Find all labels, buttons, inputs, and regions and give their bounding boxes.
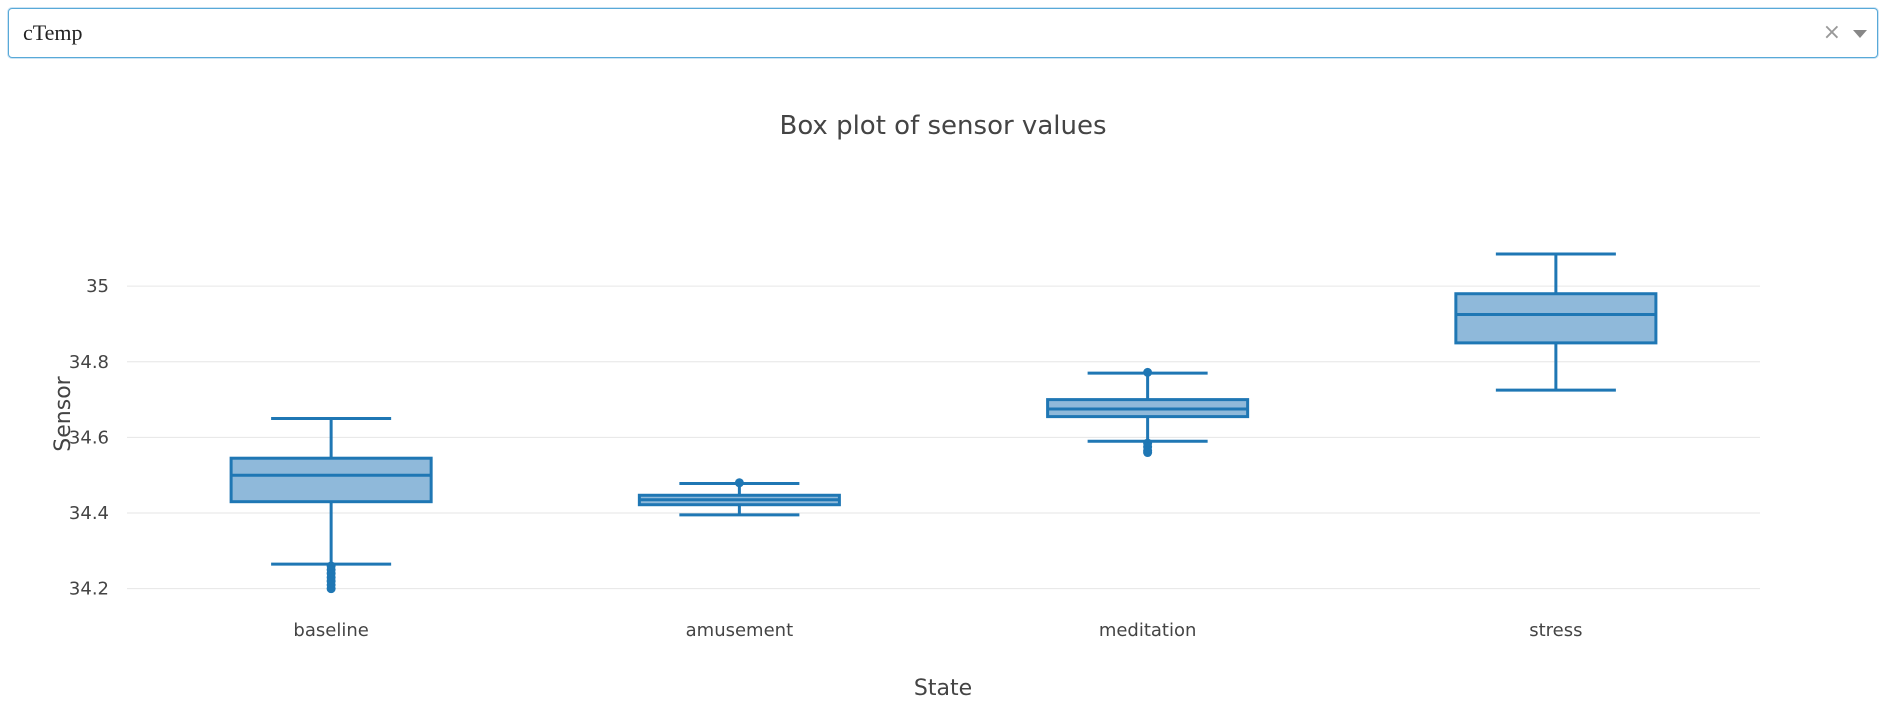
iqr-box: [1454, 292, 1658, 345]
iqr-box: [229, 456, 433, 504]
box-plot-chart: Box plot of sensor values 34.234.434.634…: [51, 111, 1760, 701]
chart-title: Box plot of sensor values: [779, 111, 1106, 141]
box-stress: [1454, 252, 1658, 392]
clear-icon[interactable]: ×: [1822, 20, 1841, 45]
sensor-dropdown[interactable]: cTemp ×: [8, 8, 1878, 58]
y-tick-label: 34.6: [69, 427, 109, 448]
outlier-point: [326, 584, 336, 594]
y-tick-label: 34.8: [69, 352, 109, 373]
outlier-point: [1143, 367, 1153, 377]
chevron-down-icon[interactable]: [1853, 30, 1867, 38]
x-tick-label: meditation: [1099, 620, 1197, 641]
y-tick-label: 35: [86, 276, 109, 297]
x-axis-ticks: baseline amusement meditation stress: [293, 620, 1582, 641]
outlier-point: [734, 478, 744, 488]
y-tick-label: 34.2: [69, 579, 109, 600]
dropdown-selected-value: cTemp: [23, 20, 83, 45]
box-baseline: [229, 417, 433, 594]
y-axis-label: Sensor: [51, 375, 76, 451]
y-axis-ticks: 34.2 34.4 34.6 34.8 35: [69, 276, 109, 599]
box-amusement: [637, 478, 841, 517]
outlier-point: [1143, 448, 1153, 458]
boxes: [229, 252, 1658, 594]
box-meditation: [1046, 367, 1250, 458]
x-axis-label: State: [914, 676, 972, 701]
x-tick-label: amusement: [686, 620, 794, 641]
x-tick-label: stress: [1529, 620, 1582, 641]
grid-lines: [127, 285, 1760, 590]
y-tick-label: 34.4: [69, 503, 109, 524]
x-tick-label: baseline: [293, 620, 368, 641]
